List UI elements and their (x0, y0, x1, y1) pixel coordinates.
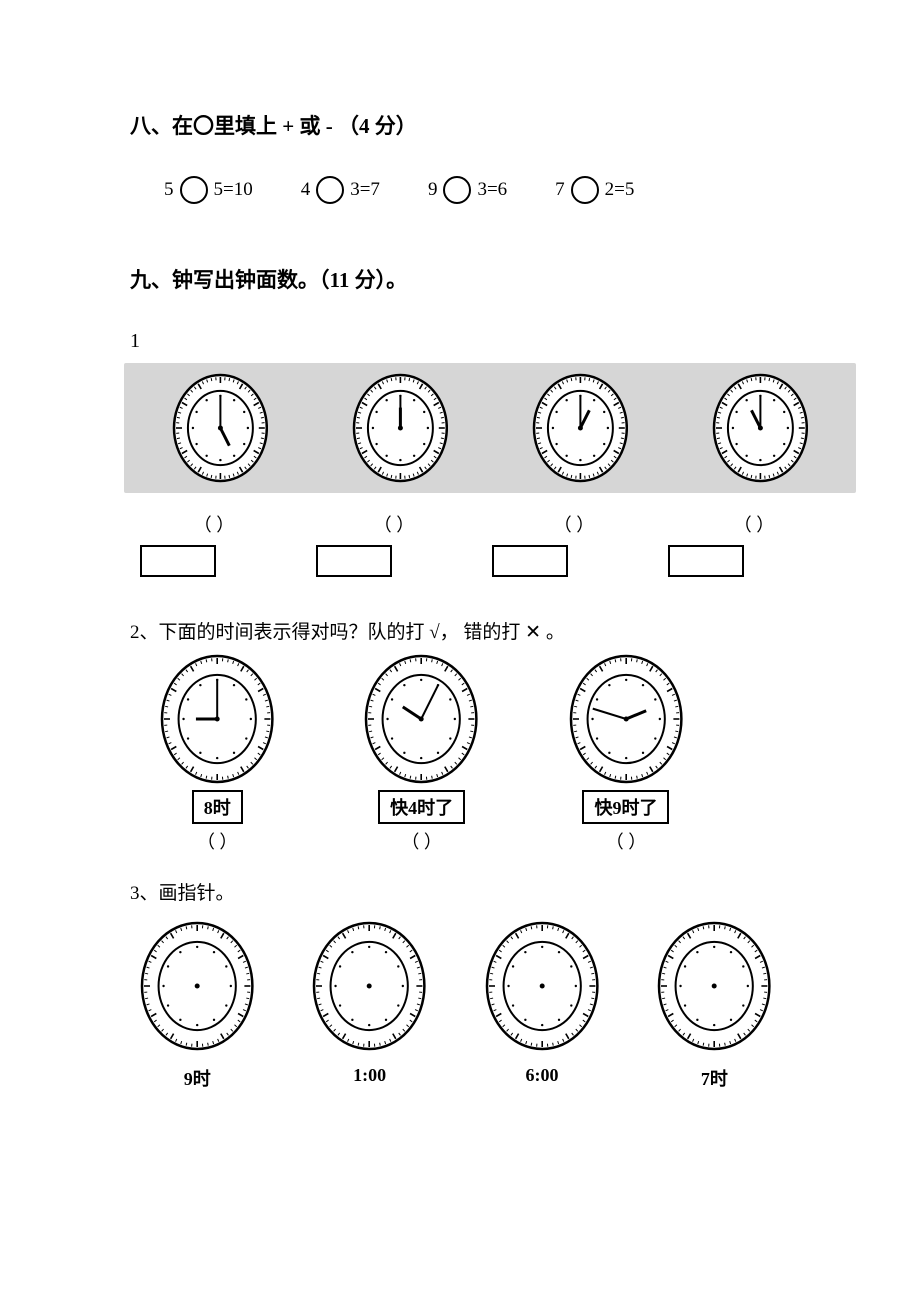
eq-left: 9 (428, 179, 438, 201)
eq-right: 3=6 (477, 179, 507, 201)
q2-intro: 2、下面的时间表示得对吗？队的打 √， 错的打 ✕ 。 (130, 617, 790, 644)
eq-left: 4 (301, 179, 311, 201)
q3-row: 9时 1:00 6:00 7时 (130, 921, 790, 1091)
time-label-box: 8时 (192, 790, 243, 824)
clock-face-blank[interactable] (485, 921, 599, 1051)
q3-item: 7时 (657, 921, 771, 1091)
q2-item: 快4时了 （ ） (364, 654, 478, 854)
answer-paren[interactable]: （ ） (606, 828, 647, 854)
eq-right: 5=10 (214, 179, 253, 201)
q2-item: 8时 （ ） (160, 654, 274, 854)
answer-box[interactable] (140, 545, 216, 577)
answer-box[interactable] (492, 545, 568, 577)
time-label-box: 快4时了 (378, 790, 465, 824)
q3-time-label: 7时 (701, 1065, 728, 1091)
fill-circle[interactable] (443, 176, 471, 204)
answer-box[interactable] (316, 545, 392, 577)
worksheet-page: 八、在〇里填上 + 或 - （4 分） 5 5=10 4 3=7 9 3=6 7… (0, 0, 920, 1302)
clock-face-blank[interactable] (312, 921, 426, 1051)
answer-paren[interactable]: （ ） (197, 828, 238, 854)
clock-face (160, 654, 274, 784)
clock-face (712, 373, 809, 483)
q1-label: 1 (130, 330, 790, 353)
answer-paren[interactable]: （ ） (194, 511, 235, 537)
clock-face-blank[interactable] (140, 921, 254, 1051)
q3-item: 6:00 (485, 921, 599, 1091)
q1-box-row (130, 545, 790, 577)
equation-item: 4 3=7 (301, 176, 380, 204)
eq-left: 5 (164, 179, 174, 201)
clock-face (569, 654, 683, 784)
clock-face (364, 654, 478, 784)
clock-face (172, 373, 269, 483)
q1-paren-row: （ ） （ ） （ ） （ ） (124, 511, 844, 537)
answer-paren[interactable]: （ ） (554, 511, 595, 537)
q3-time-label: 1:00 (353, 1065, 386, 1086)
section-8-title: 八、在〇里填上 + 或 - （4 分） (130, 110, 790, 140)
q2-row: 8时 （ ） 快4时了 （ ） 快9时了 （ ） (130, 654, 790, 854)
fill-circle[interactable] (316, 176, 344, 204)
q3-time-label: 6:00 (525, 1065, 558, 1086)
equation-item: 7 2=5 (555, 176, 634, 204)
eq-right: 3=7 (350, 179, 380, 201)
answer-box[interactable] (668, 545, 744, 577)
equation-item: 5 5=10 (164, 176, 253, 204)
eq-right: 2=5 (605, 179, 635, 201)
fill-circle[interactable] (571, 176, 599, 204)
q3-item: 1:00 (312, 921, 426, 1091)
fill-circle[interactable] (180, 176, 208, 204)
equation-row: 5 5=10 4 3=7 9 3=6 7 2=5 (130, 176, 790, 204)
equation-item: 9 3=6 (428, 176, 507, 204)
clock-face (532, 373, 629, 483)
q3-intro: 3、画指针。 (130, 878, 790, 905)
answer-paren[interactable]: （ ） (401, 828, 442, 854)
clock-face-blank[interactable] (657, 921, 771, 1051)
time-label-box: 快9时了 (582, 790, 669, 824)
section-9-title: 九、钟写出钟面数。（11 分）。 (130, 264, 790, 294)
clock-face (352, 373, 449, 483)
q3-item: 9时 (140, 921, 254, 1091)
q3-time-label: 9时 (184, 1065, 211, 1091)
eq-left: 7 (555, 179, 565, 201)
answer-paren[interactable]: （ ） (734, 511, 775, 537)
q1-clock-strip (124, 363, 856, 493)
answer-paren[interactable]: （ ） (374, 511, 415, 537)
q2-item: 快9时了 （ ） (569, 654, 683, 854)
